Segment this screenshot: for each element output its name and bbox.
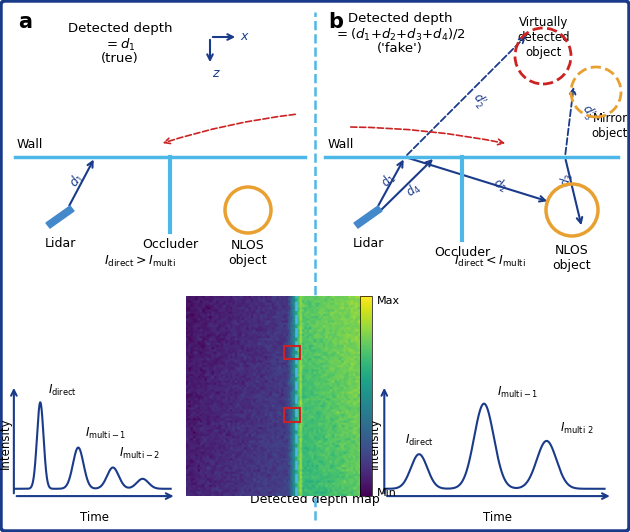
Text: Mirror
object: Mirror object [592,112,628,140]
Text: Intensity: Intensity [368,417,381,469]
Text: a: a [18,12,32,32]
Text: $d_2$: $d_2$ [490,174,510,195]
Text: z: z [212,67,219,80]
Text: NLOS
object: NLOS object [553,244,592,272]
Polygon shape [46,206,74,228]
Text: ('fake'): ('fake') [377,42,423,55]
Text: NLOS
object: NLOS object [229,239,267,267]
Text: (true): (true) [101,52,139,65]
Text: Wall: Wall [17,138,43,151]
Text: $= (d_1{+}d_2{+}d_3{+}d_4)/2$: $= (d_1{+}d_2{+}d_3{+}d_4)/2$ [334,27,466,43]
Text: Detected depth: Detected depth [68,22,172,35]
Text: Time: Time [80,511,109,525]
Polygon shape [354,206,382,228]
Text: Occluder: Occluder [434,246,490,259]
Text: Wall: Wall [328,138,354,151]
Text: Detected depth map: Detected depth map [250,493,380,506]
Text: Lidar: Lidar [352,237,384,250]
Bar [284,346,301,360]
Text: x: x [240,30,248,44]
Text: $I_{\rm multi-1}$: $I_{\rm multi-1}$ [496,385,538,400]
Text: $d_1$: $d_1$ [66,169,88,191]
Text: $I_{\rm multi-2}$: $I_{\rm multi-2}$ [120,446,161,461]
Text: $I_{\rm multi\ 2}$: $I_{\rm multi\ 2}$ [561,420,594,436]
Text: $I_{\rm direct}$: $I_{\rm direct}$ [48,383,77,398]
Text: Lidar: Lidar [44,237,76,250]
Text: $d_3'$: $d_3'$ [577,101,600,123]
Text: b: b [328,12,343,32]
Text: Intensity: Intensity [0,417,11,469]
Text: $d_2'$: $d_2'$ [468,89,491,111]
Text: $= d_1$: $= d_1$ [104,37,136,53]
Text: $I_{\rm direct}$: $I_{\rm direct}$ [404,433,433,448]
Text: Detected depth: Detected depth [348,12,452,25]
Bar [284,408,301,421]
Text: $d_4$: $d_4$ [403,179,424,201]
Text: $I_{\rm direct} > I_{\rm multi}$: $I_{\rm direct} > I_{\rm multi}$ [104,254,176,269]
Text: $I_{\rm multi-1}$: $I_{\rm multi-1}$ [85,426,126,441]
Text: Time: Time [483,511,512,525]
Text: Occluder: Occluder [142,238,198,251]
Text: $I_{\rm direct} < I_{\rm multi}$: $I_{\rm direct} < I_{\rm multi}$ [454,254,526,269]
Text: $d_1$: $d_1$ [378,169,399,190]
Text: $d_3$: $d_3$ [558,172,576,188]
Text: Virtually
detected
object: Virtually detected object [518,16,570,59]
